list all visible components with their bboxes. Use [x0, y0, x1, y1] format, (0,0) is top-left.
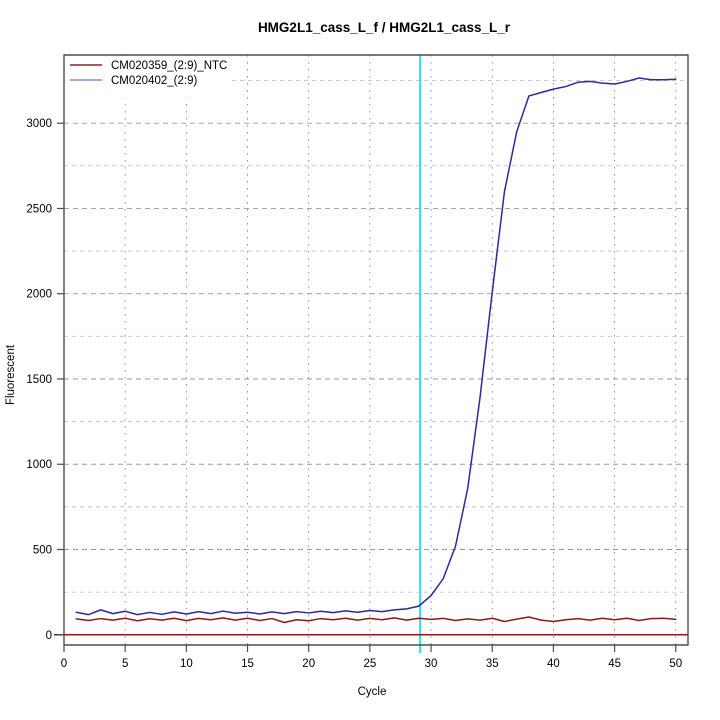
y-axis-ticks: 0 500 1000 1500 2000 2500 3000 — [26, 118, 64, 642]
plot-frame — [63, 54, 689, 646]
x-tick-label: 30 — [425, 658, 438, 670]
x-tick-label: 40 — [547, 658, 560, 670]
legend-label-1: CM020402_(2:9) — [111, 75, 197, 87]
x-tick-label: 45 — [608, 658, 621, 670]
x-tick-label: 10 — [180, 658, 193, 670]
y-tick-label: 0 — [46, 630, 52, 642]
x-tick-label: 5 — [122, 658, 128, 670]
gridlines-minor — [64, 80, 688, 593]
y-tick-label: 2500 — [26, 203, 52, 215]
y-tick-label: 1500 — [26, 374, 52, 386]
x-tick-label: 0 — [61, 658, 67, 670]
x-tick-label: 35 — [486, 658, 499, 670]
chart-title: HMG2L1_cass_L_f / HMG2L1_cass_L_r — [258, 20, 511, 35]
series-line-1 — [75, 77, 677, 616]
y-tick-label: 3000 — [26, 118, 52, 130]
x-axis-ticks: 0 5 10 15 20 25 30 35 40 45 50 — [61, 645, 682, 670]
legend-label-0: CM020359_(2:9)_NTC — [111, 60, 227, 72]
x-tick-label: 25 — [363, 658, 376, 670]
chart-legend: CM020359_(2:9)_NTC CM020402_(2:9) — [65, 56, 230, 98]
x-tick-label: 50 — [669, 658, 682, 670]
gridlines-vertical — [124, 55, 677, 645]
y-tick-label: 2000 — [26, 289, 52, 301]
x-tick-label: 15 — [241, 658, 254, 670]
x-tick-label: 20 — [302, 658, 315, 670]
y-tick-label: 1000 — [26, 459, 52, 471]
y-axis-title: Fluorescent — [5, 344, 17, 405]
gridlines-major — [64, 122, 688, 550]
y-tick-label: 500 — [33, 545, 52, 557]
x-axis-title: Cycle — [358, 686, 387, 698]
legend-background — [65, 56, 230, 98]
series-line-0 — [75, 616, 677, 624]
series-lines — [75, 77, 677, 624]
